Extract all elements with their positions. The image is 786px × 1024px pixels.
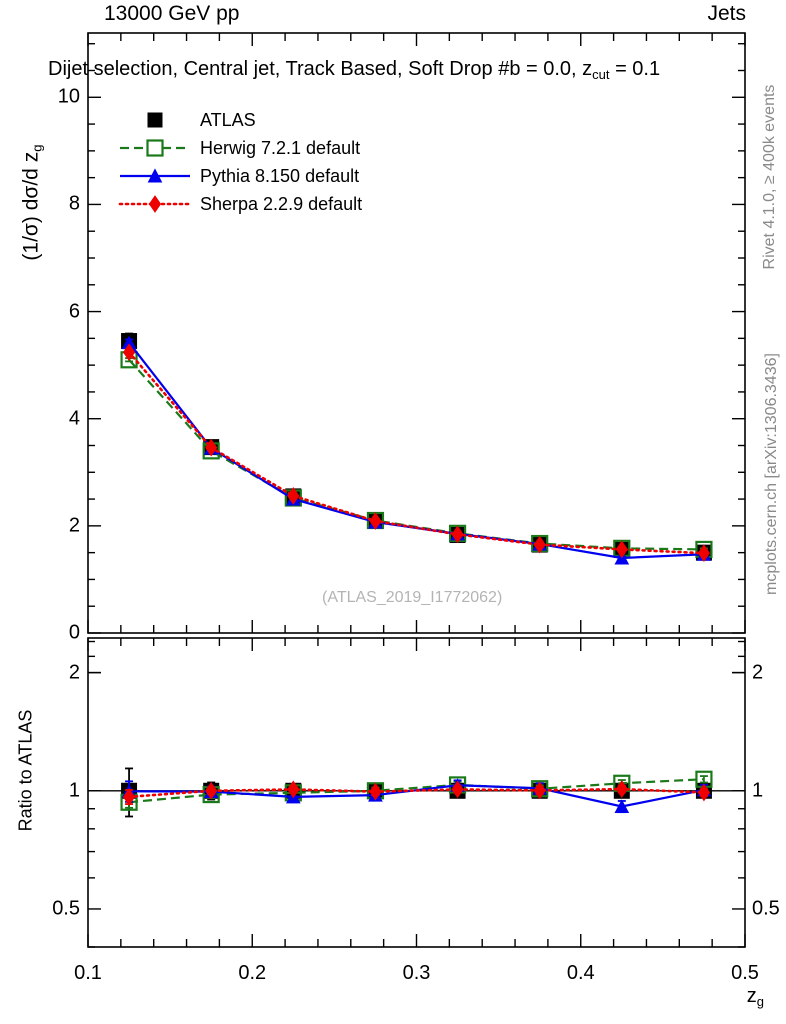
legend-marker-square-open bbox=[118, 136, 192, 160]
data-marker-diamond-filled bbox=[533, 781, 546, 800]
y-tick-label-ratio: 1 bbox=[68, 779, 80, 802]
legend-label: Sherpa 2.2.9 default bbox=[200, 193, 363, 214]
legend-item-sherpa[interactable]: Sherpa 2.2.9 default bbox=[118, 190, 362, 218]
plot-title-beta: = 0.0, z bbox=[520, 58, 593, 80]
legend-label: Pythia 8.150 default bbox=[200, 165, 360, 186]
y-axis-tick-labels-ratio: 0.5 1 2 bbox=[8, 0, 80, 1024]
x-axis-title: zg bbox=[747, 985, 764, 1009]
y-tick-label-ratio: 0.5 bbox=[52, 897, 80, 920]
y-tick-label-main: 0 bbox=[68, 621, 80, 644]
legend-label: ATLAS bbox=[200, 109, 256, 130]
data-marker-diamond-filled bbox=[369, 782, 382, 801]
data-marker-diamond-filled bbox=[615, 780, 628, 798]
x-tick-label: 0.3 bbox=[402, 962, 431, 984]
legend: ATLAS Herwig 7.2.1 default Pythia 8.150 de… bbox=[118, 106, 362, 218]
plot-title-main: Dijet selection, Central jet, Track Base… bbox=[48, 58, 521, 80]
main-panel-frame bbox=[87, 32, 746, 634]
legend-item-atlas[interactable]: ATLAS bbox=[118, 106, 362, 134]
legend-triangle-filled bbox=[147, 168, 163, 183]
data-marker-diamond-filled bbox=[122, 343, 136, 362]
y-axis-tick-labels-ratio-right: 0.5 1 2 bbox=[752, 0, 786, 1024]
y-tick-label-main: 2 bbox=[68, 514, 80, 537]
analysis-category-label: Jets bbox=[707, 2, 746, 25]
x-tick-label: 0.4 bbox=[566, 962, 595, 984]
legend-item-pythia[interactable]: Pythia 8.150 default bbox=[118, 162, 362, 190]
data-marker-diamond-filled bbox=[122, 787, 136, 806]
legend-label: Herwig 7.2.1 default bbox=[200, 137, 361, 158]
plot-title: Dijet selection, Central jet, Track Base… bbox=[48, 58, 660, 82]
plot-title-zcut-value: = 0.1 bbox=[609, 58, 661, 80]
plot-title-zcut-sub: cut bbox=[592, 67, 610, 83]
data-marker-diamond-filled bbox=[697, 783, 711, 802]
x-axis-title-text: z bbox=[746, 985, 757, 1007]
y-tick-label-ratio-right: 0.5 bbox=[752, 897, 780, 920]
x-tick-label: 0.2 bbox=[238, 962, 267, 984]
data-marker-diamond-filled bbox=[369, 512, 382, 530]
legend-diamond-filled bbox=[148, 195, 162, 213]
y-axis-tick-labels-main: 0 2 4 6 8 10 bbox=[18, 0, 80, 1024]
x-tick-label: 0.5 bbox=[731, 962, 759, 984]
y-tick-label-ratio-right: 1 bbox=[752, 779, 764, 802]
legend-marker-square-filled bbox=[118, 108, 192, 132]
data-marker-diamond-filled bbox=[533, 535, 546, 554]
data-marker-triangle-filled bbox=[614, 799, 630, 813]
x-axis-tick-labels: 0.1 0.2 0.3 0.4 0.5 bbox=[0, 962, 786, 992]
x-tick-label: 0.1 bbox=[74, 962, 102, 984]
series-line-herwig bbox=[128, 778, 704, 804]
x-axis-title-subscript: g bbox=[756, 994, 764, 1010]
y-tick-label-ratio: 2 bbox=[68, 661, 80, 684]
y-tick-label-main: 10 bbox=[57, 85, 80, 108]
series-line-sherpa bbox=[127, 787, 706, 799]
legend-marker-triangle-filled bbox=[118, 164, 192, 188]
data-marker-diamond-filled bbox=[615, 540, 628, 559]
y-tick-label-ratio-right: 2 bbox=[752, 661, 764, 684]
data-marker-diamond-filled bbox=[697, 544, 711, 563]
legend-square-filled bbox=[147, 112, 163, 128]
y-tick-label-main: 4 bbox=[68, 407, 80, 430]
data-marker-diamond-filled bbox=[205, 438, 218, 457]
series-line-sherpa bbox=[127, 350, 706, 555]
legend-item-herwig[interactable]: Herwig 7.2.1 default bbox=[118, 134, 362, 162]
y-tick-label-main: 6 bbox=[68, 300, 80, 323]
data-marker-diamond-filled bbox=[451, 525, 464, 544]
legend-square-open bbox=[146, 139, 164, 157]
data-marker-diamond-filled bbox=[287, 486, 300, 505]
legend-marker-diamond-filled bbox=[118, 192, 192, 216]
data-marker-diamond-filled bbox=[451, 780, 464, 799]
y-tick-label-main: 8 bbox=[68, 192, 80, 215]
data-marker-diamond-filled bbox=[287, 780, 300, 799]
analysis-id-watermark: (ATLAS_2019_I1772062) bbox=[322, 589, 503, 606]
beam-energy-label: 13000 GeV pp bbox=[104, 2, 240, 25]
data-marker-diamond-filled bbox=[205, 781, 218, 800]
